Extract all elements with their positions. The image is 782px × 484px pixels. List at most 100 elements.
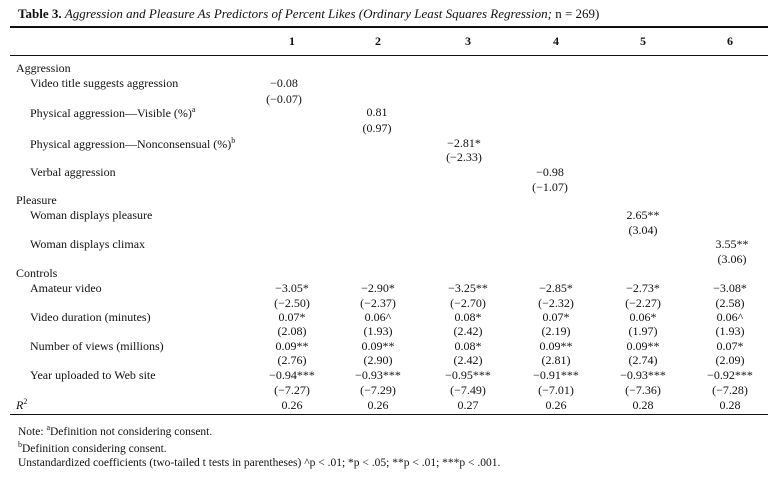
row-label-amateur-video: Amateur video [30,281,102,295]
coef-views-3: 0.08* [454,339,482,353]
coef-duration-5: 0.06* [629,310,657,324]
coef-amateur-3: −3.25** [448,281,488,295]
note-prefix: Note: [18,425,47,438]
section-aggression: Aggression [16,61,71,75]
r2-2: 0.26 [367,398,389,412]
t-physical-visible: (0.97) [362,121,392,135]
r2-5: 0.28 [632,398,654,412]
note-b-text: Definition considering consent. [22,442,167,455]
table-title: Table 3. Aggression and Pleasure As Pred… [18,6,599,22]
coef-views-2: 0.09** [361,339,395,353]
physical-visible-sup: a [191,105,196,114]
t-physical-nonconsensual: (−2.33) [446,150,482,164]
column-header-2: 2 [375,34,381,48]
r2-1: 0.26 [281,398,303,412]
coef-amateur-5: −2.73* [626,281,660,295]
coef-year-4: −0.91*** [533,368,579,382]
coef-amateur-4: −2.85* [539,281,573,295]
t-views-5: (2.74) [628,353,658,367]
t-duration-1: (2.08) [277,324,307,338]
t-duration-4: (2.19) [541,324,571,338]
coef-amateur-2: −2.90* [361,281,395,295]
row-label-verbal-aggression: Verbal aggression [30,165,116,179]
coef-amateur-6: −3.08* [713,281,747,295]
column-header-3: 3 [465,34,471,48]
t-amateur-5: (−2.27) [625,296,661,310]
column-header-5: 5 [640,34,646,48]
section-controls: Controls [16,266,58,280]
t-views-6: (2.09) [715,353,745,367]
note-a-sup: a [46,423,50,432]
t-amateur-6: (2.58) [715,296,745,310]
t-year-1: (−7.27) [274,383,310,397]
coef-views-4: 0.09** [539,339,573,353]
t-duration-5: (1.97) [628,324,658,338]
t-duration-6: (1.93) [715,324,745,338]
table-title-label: Table 3. [18,6,62,21]
t-year-2: (−7.29) [360,383,396,397]
t-duration-2: (1.93) [363,324,393,338]
column-header-1: 1 [289,34,295,48]
column-header-6: 6 [727,34,733,48]
coef-views-1: 0.09** [275,339,309,353]
bottom-rule [10,414,768,415]
row-label-woman-climax: Woman displays climax [30,237,146,251]
t-year-5: (−7.36) [625,383,661,397]
row-label-r-squared: R2 [16,397,27,413]
t-title-aggression: (−0.07) [266,92,302,106]
row-label-year-uploaded: Year uploaded to Web site [30,368,156,382]
t-amateur-4: (−2.32) [538,296,574,310]
t-views-4: (2.81) [541,353,571,367]
t-woman-pleasure: (3.04) [628,223,658,237]
t-year-4: (−7.01) [538,383,574,397]
t-year-6: (−7.28) [712,383,748,397]
note-significance: Unstandardized coefficients (two-tailed … [18,457,501,469]
note-a: Note: aDefinition not considering consen… [18,423,212,438]
physical-nonconsensual-text: Physical aggression—Nonconsensual (%) [30,137,232,151]
coef-year-2: −0.93*** [355,368,401,382]
coef-amateur-1: −3.05* [275,281,309,295]
physical-nonconsensual-sup: b [231,136,236,145]
coef-physical-nonconsensual: −2.81* [447,136,481,150]
column-header-4: 4 [553,34,559,48]
r2-3: 0.27 [457,398,479,412]
coef-physical-visible: 0.81 [366,105,388,119]
row-label-physical-nonconsensual: Physical aggression—Nonconsensual (%)b [30,136,235,152]
t-amateur-1: (−2.50) [274,296,310,310]
row-label-video-duration: Video duration (minutes) [30,310,151,324]
t-verbal-aggression: (−1.07) [532,180,568,194]
row-label-title-aggression: Video title suggests aggression [30,76,179,90]
coef-duration-2: 0.06^ [364,310,392,324]
note-b: bDefinition considering consent. [18,440,167,455]
r2-4: 0.26 [545,398,567,412]
r-squared-letter: R [16,398,24,412]
header-rule [10,55,768,56]
coef-views-6: 0.07* [716,339,744,353]
physical-visible-text: Physical aggression—Visible (%) [30,106,192,120]
coef-duration-4: 0.07* [542,310,570,324]
coef-duration-3: 0.08* [454,310,482,324]
r-squared-sup: 2 [23,397,28,406]
t-amateur-3: (−2.70) [450,296,486,310]
t-views-3: (2.42) [453,353,483,367]
coef-title-aggression: −0.08 [270,76,298,90]
top-rule [10,26,768,28]
coef-woman-climax: 3.55** [715,237,749,251]
t-year-3: (−7.49) [450,383,486,397]
coef-year-3: −0.95*** [445,368,491,382]
row-label-number-of-views: Number of views (millions) [30,339,164,353]
t-amateur-2: (−2.37) [360,296,396,310]
t-woman-climax: (3.06) [717,252,747,266]
r2-6: 0.28 [719,398,741,412]
t-duration-3: (2.42) [453,324,483,338]
coef-year-6: −0.92*** [707,368,753,382]
table-title-text: Aggression and Pleasure As Predictors of… [64,6,552,21]
t-views-2: (2.90) [363,353,393,367]
coef-year-1: −0.94*** [269,368,315,382]
row-label-woman-pleasure: Woman displays pleasure [30,208,153,222]
coef-woman-pleasure: 2.65** [626,208,660,222]
coef-year-5: −0.93*** [620,368,666,382]
t-views-1: (2.76) [277,353,307,367]
section-pleasure: Pleasure [16,193,57,207]
